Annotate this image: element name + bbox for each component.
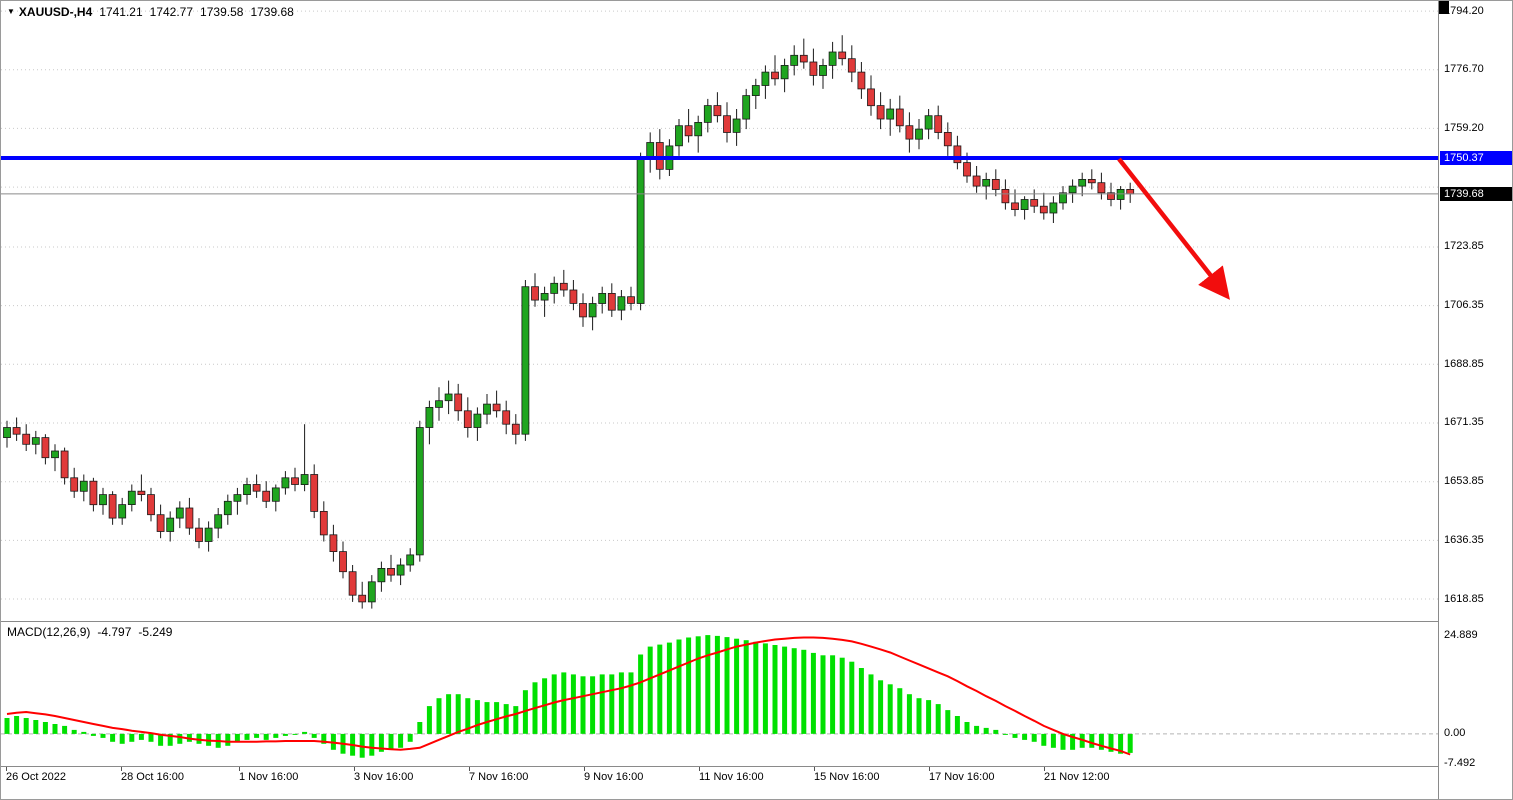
time-axis-tick — [584, 767, 585, 771]
time-axis-label: 28 Oct 16:00 — [121, 771, 184, 783]
current-price-tag: 1739.68 — [1440, 186, 1512, 201]
horizontal-resistance-line[interactable] — [1, 156, 1438, 160]
macd-chart[interactable] — [1, 622, 1438, 766]
time-axis-tick — [929, 767, 930, 771]
grid-layer — [1, 10, 1438, 600]
time-axis-label: 21 Nov 12:00 — [1044, 771, 1110, 783]
symbol-dropdown-icon[interactable]: ▼ — [7, 7, 15, 16]
price-axis-label: 1706.35 — [1444, 299, 1484, 312]
ohlc-header: ▼ XAUUSD-,H4 1741.21 1742.77 1739.58 1739.68 — [7, 5, 294, 19]
price-axis-label: 1794.20 — [1444, 4, 1484, 17]
trend-arrow[interactable] — [1117, 157, 1230, 300]
time-axis-tick — [354, 767, 355, 771]
price-axis-label: 1636.35 — [1444, 533, 1484, 546]
low-value: 1739.58 — [200, 5, 244, 19]
close-value: 1739.68 — [250, 5, 294, 19]
price-axis-label: 1723.85 — [1444, 240, 1484, 253]
time-axis-tick — [6, 767, 7, 771]
price-axis-label: 1618.85 — [1444, 592, 1484, 605]
price-axis-label: 1688.85 — [1444, 357, 1484, 370]
macd-histogram — [4, 635, 1133, 758]
high-value: 1742.77 — [149, 5, 194, 19]
time-axis-label: 17 Nov 16:00 — [929, 771, 995, 783]
macd-axis-label: -7.492 — [1444, 757, 1476, 770]
candlestick-chart[interactable] — [1, 1, 1438, 621]
hline-price-tag: 1750.37 — [1440, 151, 1512, 166]
time-axis-label: 26 Oct 2022 — [6, 771, 66, 783]
time-axis-label: 1 Nov 16:00 — [239, 771, 299, 783]
time-axis-label: 9 Nov 16:00 — [584, 771, 644, 783]
price-axis[interactable]: 1794.20 1776.70 1759.20 1750.37 1739.68 1723.… — [1438, 1, 1512, 799]
macd-axis-label: 0.00 — [1444, 727, 1466, 740]
time-axis-tick — [239, 767, 240, 771]
time-axis-label: 15 Nov 16:00 — [814, 771, 880, 783]
time-axis-label: 7 Nov 16:00 — [469, 771, 529, 783]
time-axis-label: 11 Nov 16:00 — [699, 771, 764, 783]
time-axis-tick — [814, 767, 815, 771]
macd-label: MACD(12,26,9) — [7, 625, 91, 639]
price-axis-label: 1776.70 — [1444, 63, 1484, 76]
time-axis-tick — [699, 767, 700, 771]
symbol-timeframe-label: XAUUSD-,H4 — [18, 5, 93, 19]
macd-axis-label: 24.889 — [1444, 628, 1478, 641]
candles-layer — [3, 35, 1135, 609]
price-axis-label: 1671.35 — [1444, 416, 1484, 429]
time-axis[interactable]: 26 Oct 2022 28 Oct 16:00 1 Nov 16:00 3 Nov … — [1, 767, 1438, 799]
time-axis-tick — [469, 767, 470, 771]
macd-signal-value: -5.249 — [138, 625, 173, 639]
macd-signal-line — [6, 636, 1131, 756]
open-value: 1741.21 — [99, 5, 143, 19]
chart-shift-indicator[interactable] — [1439, 1, 1449, 14]
price-axis-label: 1653.85 — [1444, 475, 1484, 488]
time-axis-tick — [121, 767, 122, 771]
macd-indicator-pane[interactable]: MACD(12,26,9) -4.797 -5.249 — [1, 622, 1438, 767]
time-axis-tick — [1044, 767, 1045, 771]
time-axis-label: 3 Nov 16:00 — [354, 771, 414, 783]
price-axis-label: 1759.20 — [1444, 121, 1484, 134]
macd-header: MACD(12,26,9) -4.797 -5.249 — [7, 625, 172, 639]
macd-main-value: -4.797 — [97, 625, 132, 639]
price-chart-pane[interactable]: ▼ XAUUSD-,H4 1741.21 1742.77 1739.58 1739.68 — [1, 1, 1438, 622]
